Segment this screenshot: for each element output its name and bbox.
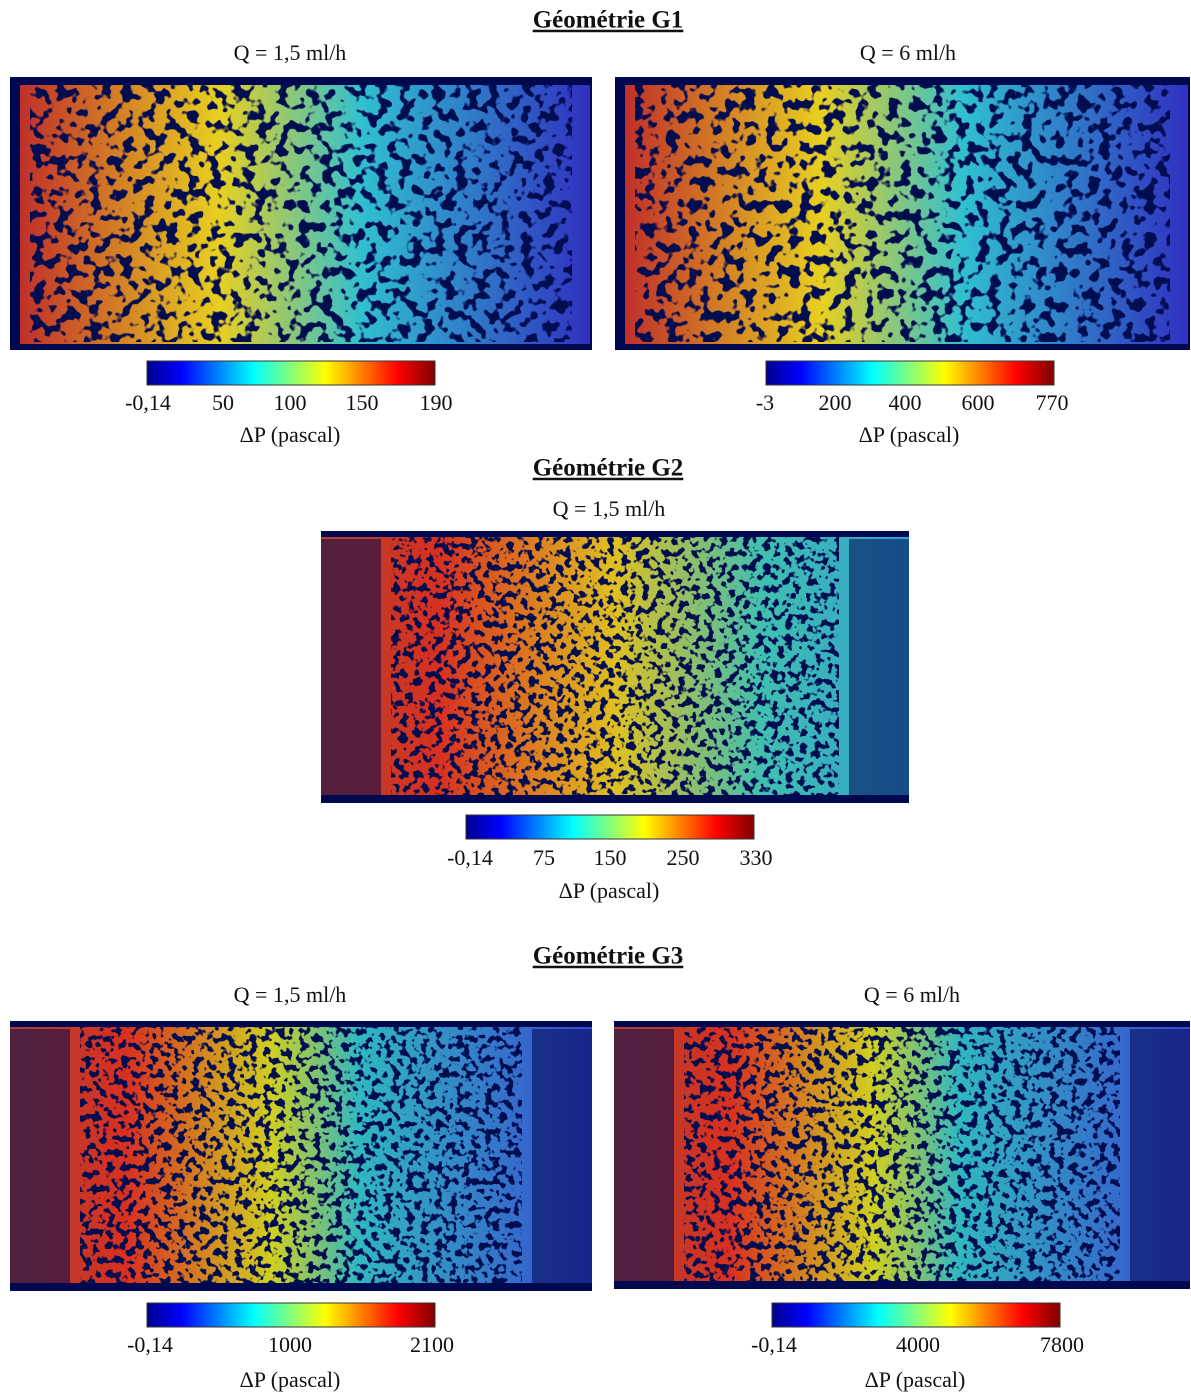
colorbar-tick-label: 400	[889, 390, 922, 415]
colorbar-tick-label: 330	[740, 845, 773, 870]
colorbar-label: ΔP (pascal)	[559, 878, 660, 903]
panel-subtitle: Q = 1,5 ml/h	[234, 40, 347, 65]
colorbar	[146, 1302, 436, 1328]
colorbar-tick-label: 250	[667, 845, 700, 870]
inlet-manifold	[10, 1029, 70, 1283]
colorbar-tick-label: -0,14	[125, 390, 171, 415]
colorbar-tick-label: 600	[962, 390, 995, 415]
colorbar-tick-label: -0,14	[447, 845, 493, 870]
porous-medium	[684, 1027, 1120, 1281]
colorbar-label: ΔP (pascal)	[240, 422, 341, 447]
colorbar-tick-label: 75	[533, 845, 555, 870]
colorbar	[765, 360, 1055, 386]
colorbar-tick-label: 150	[594, 845, 627, 870]
colorbar	[465, 814, 755, 840]
porous-medium	[391, 537, 839, 795]
colorbar-tick-label: 150	[346, 390, 379, 415]
colorbar-tick-label: 4000	[896, 1332, 940, 1357]
colorbar-tick-label: 100	[274, 390, 307, 415]
colorbar-tick-label: -0,14	[127, 1332, 173, 1357]
colorbar-tick-label: 770	[1036, 390, 1069, 415]
colorbar-tick-label: 7800	[1040, 1332, 1084, 1357]
colorbar-tick-label: 2100	[410, 1332, 454, 1357]
panel-subtitle: Q = 1,5 ml/h	[234, 982, 347, 1007]
inlet-manifold	[614, 1029, 674, 1281]
porous-medium	[635, 83, 1170, 342]
outlet-manifold	[849, 539, 909, 795]
colorbar-tick-label: -0,14	[751, 1332, 797, 1357]
porous-medium	[30, 83, 572, 342]
panel-subtitle: Q = 6 ml/h	[860, 40, 956, 65]
panel-subtitle: Q = 6 ml/h	[864, 982, 960, 1007]
section-title: Géométrie G1	[533, 7, 684, 34]
colorbar-tick-label: 190	[420, 390, 453, 415]
section-title: Géométrie G3	[533, 943, 684, 970]
colorbar-tick-label: 200	[819, 390, 852, 415]
porous-medium	[80, 1027, 522, 1283]
colorbar-label: ΔP (pascal)	[859, 422, 960, 447]
outlet-manifold	[1130, 1029, 1190, 1281]
inlet-manifold	[321, 539, 381, 795]
colorbar-tick-label: 50	[212, 390, 234, 415]
colorbar	[771, 1302, 1061, 1328]
section-title: Géométrie G2	[533, 455, 684, 482]
colorbar-label: ΔP (pascal)	[240, 1367, 341, 1392]
colorbar-tick-label: 1000	[268, 1332, 312, 1357]
colorbar	[146, 360, 436, 386]
colorbar-tick-label: -3	[756, 390, 774, 415]
panel-subtitle: Q = 1,5 ml/h	[553, 496, 666, 521]
outlet-manifold	[532, 1029, 592, 1283]
colorbar-label: ΔP (pascal)	[865, 1367, 966, 1392]
